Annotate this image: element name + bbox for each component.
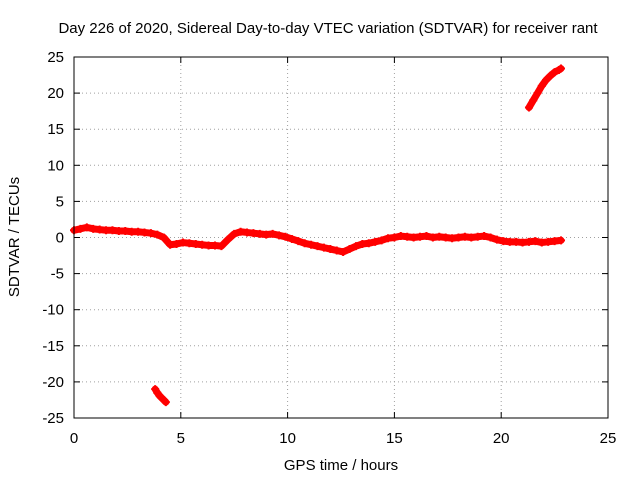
x-tick-label: 10: [279, 430, 296, 447]
y-tick-label: -5: [51, 266, 64, 283]
data-point: [223, 235, 232, 244]
data-point: [332, 246, 341, 255]
data-point: [146, 229, 155, 238]
data-point: [307, 240, 316, 249]
data-point: [486, 233, 495, 242]
data-point: [531, 237, 540, 246]
data-point: [326, 245, 335, 254]
data-point: [281, 232, 290, 241]
series-rise: [524, 64, 566, 112]
data-point: [82, 223, 91, 232]
y-tick-label: -15: [42, 338, 64, 355]
x-tick-label: 0: [70, 430, 78, 447]
data-point: [268, 229, 277, 238]
y-tick-label: 0: [56, 230, 64, 247]
y-tick-label: 20: [47, 85, 64, 102]
y-tick-label: 10: [47, 157, 64, 174]
data-point: [533, 89, 542, 98]
chart-title: Day 226 of 2020, Sidereal Day-to-day VTE…: [58, 20, 598, 37]
y-tick-label: -20: [42, 374, 64, 391]
data-point: [294, 237, 303, 246]
y-tick-label: -25: [42, 410, 64, 427]
data-point: [492, 235, 501, 244]
series-main: [70, 223, 566, 256]
data-point: [300, 239, 309, 248]
x-tick-label: 25: [600, 430, 617, 447]
data-point: [230, 229, 239, 238]
data-point: [161, 398, 170, 407]
data-point: [529, 96, 538, 105]
data-point: [542, 76, 551, 85]
data-point: [275, 231, 284, 240]
data-point: [371, 237, 380, 246]
data-point: [313, 242, 322, 251]
data-point: [422, 232, 431, 241]
data-point: [172, 239, 181, 248]
data-point: [159, 233, 168, 242]
x-tick-label: 20: [493, 430, 510, 447]
data-point: [76, 224, 85, 233]
data-point: [345, 245, 354, 254]
data-point: [351, 242, 360, 251]
x-tick-label: 5: [177, 430, 185, 447]
data-point: [217, 242, 226, 251]
series-dip: [151, 385, 170, 407]
data-point: [339, 247, 348, 256]
data-point: [537, 81, 546, 90]
data-point: [557, 64, 566, 73]
data-point: [557, 236, 566, 245]
y-tick-label: 25: [47, 49, 64, 66]
data-point: [550, 68, 559, 77]
data-point: [319, 243, 328, 252]
data-points: [70, 64, 566, 407]
y-axis-label: SDTVAR / TECUs: [6, 177, 23, 297]
y-tick-label: -10: [42, 302, 64, 319]
x-tick-label: 15: [386, 430, 403, 447]
data-point: [364, 239, 373, 248]
data-point: [377, 236, 386, 245]
data-point: [153, 230, 162, 239]
data-point: [524, 103, 533, 112]
data-point: [480, 232, 489, 241]
data-point: [546, 71, 555, 80]
data-point: [287, 234, 296, 243]
y-tick-label: 15: [47, 121, 64, 138]
y-tick-label: 5: [56, 193, 64, 210]
data-point: [390, 233, 399, 242]
axes: 0 5 10 15 20 25 25 20 15 10 5 0 -5 -10 -15 -20 -25: [42, 49, 616, 447]
x-axis-label: GPS time / hours: [284, 457, 398, 474]
